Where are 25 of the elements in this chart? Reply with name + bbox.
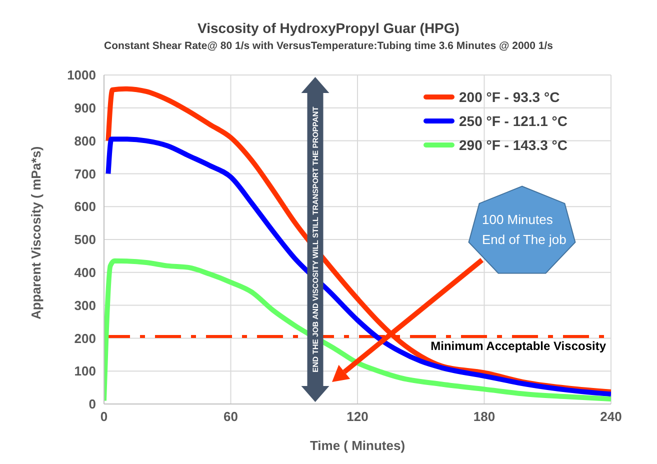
y-tick-label: 900 bbox=[74, 100, 96, 116]
y-tick-label: 400 bbox=[74, 265, 96, 280]
y-tick-label: 800 bbox=[74, 133, 96, 148]
y-tick-label: 600 bbox=[74, 199, 96, 214]
y-tick-label: 100 bbox=[74, 364, 96, 379]
y-tick-label: 700 bbox=[74, 166, 96, 182]
y-tick-label: 200 bbox=[74, 330, 96, 346]
ref-line-label: Minimum Acceptable Viscosity bbox=[430, 339, 606, 354]
annotation: 100 Minutes End of The job bbox=[482, 212, 566, 247]
y-tick-label: 1000 bbox=[67, 68, 96, 83]
x-tick-label: 120 bbox=[346, 409, 368, 424]
y-tick-label: 500 bbox=[74, 232, 96, 248]
x-axis-title: Time ( Minutes) bbox=[310, 438, 406, 453]
legend-label: 290 °F - 143.3 °C bbox=[459, 137, 568, 153]
x-tick-label: 180 bbox=[473, 409, 496, 424]
chart-title: Viscosity of HydroxyPropyl Guar (HPG) bbox=[196, 19, 460, 36]
y-tick-label: 0 bbox=[88, 396, 96, 412]
y-tick-label: 300 bbox=[74, 298, 96, 313]
x-tick-label: 60 bbox=[224, 409, 238, 424]
chart-subtitle: Constant Shear Rate@ 80 1/s with VersusTemperature:Tubing time 3.6 Minutes @ 2000 1/s bbox=[103, 40, 554, 52]
x-tick-label: 0 bbox=[100, 409, 108, 424]
legend-label: 250 °F - 121.1 °C bbox=[459, 113, 568, 129]
x-tick-label: 240 bbox=[600, 409, 622, 424]
y-axis-title: Apparent Viscosity ( mPa*s) bbox=[28, 146, 44, 320]
legend-label: 200 °F - 93.3 °C bbox=[459, 89, 560, 105]
